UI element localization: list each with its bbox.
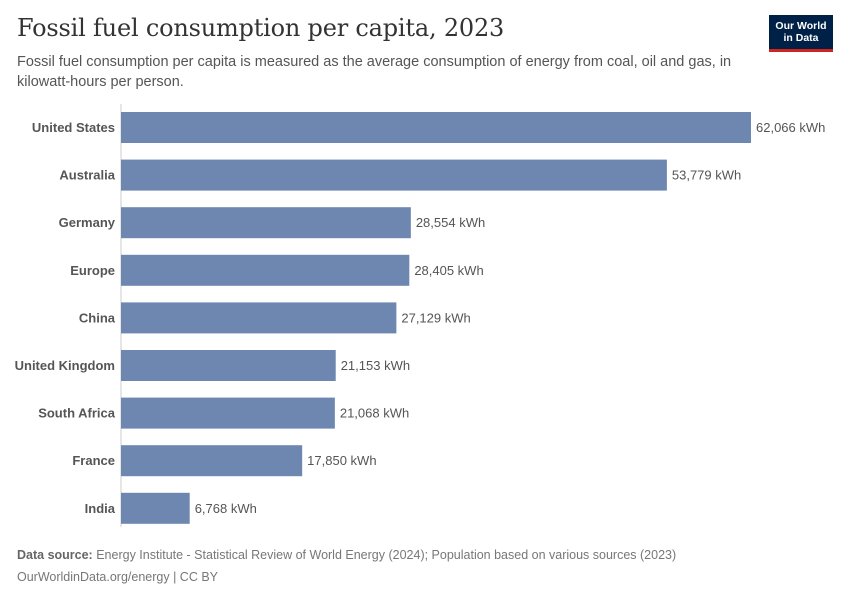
source-label: Data source: — [17, 548, 93, 562]
value-label-france: 17,850 kWh — [307, 453, 376, 468]
bar-chart: United States 62,066 kWh Australia 53,779 k… — [15, 104, 825, 527]
bar-india[interactable] — [121, 492, 190, 524]
bar-china[interactable] — [121, 302, 397, 334]
category-label-south-africa: South Africa — [38, 406, 116, 421]
value-label-south-africa: 21,068 kWh — [340, 406, 409, 421]
bars-group: United States 62,066 kWh Australia 53,779 k… — [15, 112, 825, 524]
category-label-france: France — [72, 453, 115, 468]
category-label-united-kingdom: United Kingdom — [15, 358, 115, 373]
logo-text: Our World in Data — [775, 20, 827, 44]
bar-europe[interactable] — [121, 254, 410, 286]
value-label-united-states: 62,066 kWh — [756, 120, 825, 135]
footer-url[interactable]: OurWorldinData.org/energy | CC BY — [17, 570, 219, 584]
chart-subtitle: Fossil fuel consumption per capita is me… — [17, 54, 732, 90]
bar-france[interactable] — [121, 445, 303, 477]
category-label-china: China — [79, 310, 116, 325]
value-label-australia: 53,779 kWh — [672, 168, 741, 183]
category-label-australia: Australia — [59, 168, 115, 183]
footer-source: Data source: Energy Institute - Statisti… — [17, 548, 676, 562]
value-label-europe: 28,405 kWh — [414, 263, 483, 278]
chart-title: Fossil fuel consumption per capita, 2023 — [17, 14, 505, 42]
source-text: Energy Institute - Statistical Review of… — [96, 548, 677, 562]
value-label-china: 27,129 kWh — [401, 310, 470, 325]
category-label-india: India — [85, 501, 116, 516]
owid-logo[interactable]: Our World in Data — [769, 15, 833, 52]
bar-australia[interactable] — [121, 159, 667, 191]
category-label-europe: Europe — [70, 263, 115, 278]
category-label-germany: Germany — [59, 215, 116, 230]
bar-united-states[interactable] — [121, 112, 751, 143]
category-label-united-states: United States — [32, 120, 115, 135]
value-label-india: 6,768 kWh — [195, 501, 257, 516]
bar-united-kingdom[interactable] — [121, 350, 336, 381]
value-label-germany: 28,554 kWh — [416, 215, 485, 230]
value-label-united-kingdom: 21,153 kWh — [341, 358, 410, 373]
bar-south-africa[interactable] — [121, 397, 335, 429]
bar-germany[interactable] — [121, 207, 411, 239]
